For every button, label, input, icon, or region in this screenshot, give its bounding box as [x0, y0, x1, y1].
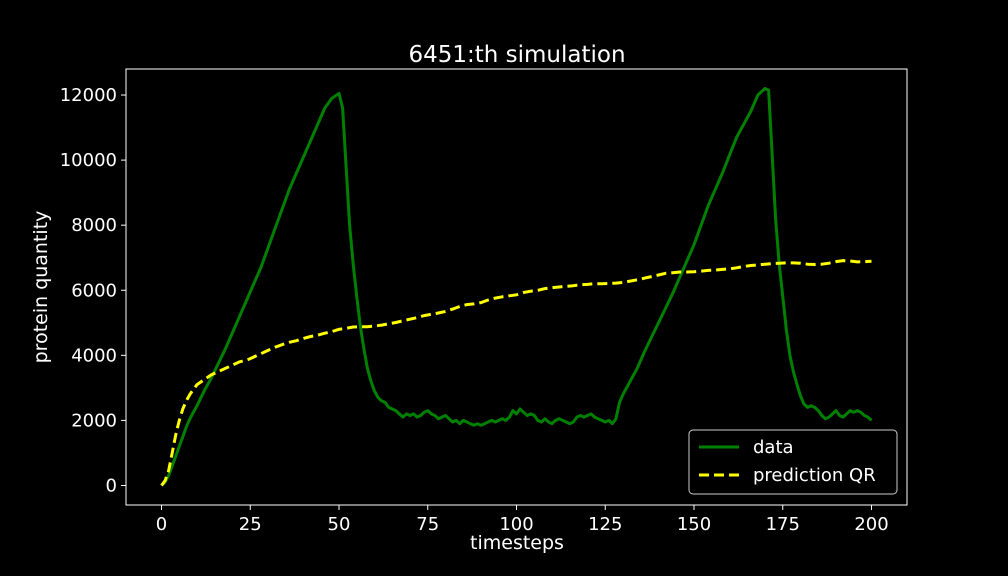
x-tick-label: 50	[328, 514, 351, 535]
x-tick-label: 100	[499, 514, 533, 535]
x-tick-label: 150	[677, 514, 711, 535]
x-tick-label: 25	[239, 514, 262, 535]
x-tick-label: 175	[766, 514, 800, 535]
legend-label-prediction: prediction QR	[753, 465, 876, 486]
y-axis-label: protein quantity	[30, 211, 52, 364]
y-tick-label: 2000	[71, 410, 117, 431]
plot-frame	[125, 68, 908, 506]
legend-label-data: data	[753, 437, 794, 458]
x-tick-label: 200	[854, 514, 888, 535]
series-lines	[160, 87, 873, 487]
y-tick-label: 10000	[60, 150, 117, 171]
x-axis-label: timesteps	[470, 532, 564, 554]
legend: data prediction QR	[688, 429, 898, 495]
y-tick-label: 4000	[71, 345, 117, 366]
y-tick-label: 0	[106, 475, 117, 496]
x-tick-label: 125	[588, 514, 622, 535]
x-tick-label: 75	[416, 514, 439, 535]
axis-ticks: 0 25 50 75 100 125 150 175 200020004000600080001…	[60, 85, 889, 535]
series-line-prediction	[160, 259, 872, 487]
chart-title: 6451:th simulation	[408, 42, 625, 68]
legend-box	[688, 429, 898, 495]
y-tick-label: 12000	[60, 85, 117, 106]
y-tick-label: 6000	[71, 280, 117, 301]
y-tick-label: 8000	[71, 215, 117, 236]
x-tick-label: 0	[156, 514, 167, 535]
series-line-data	[160, 87, 873, 487]
